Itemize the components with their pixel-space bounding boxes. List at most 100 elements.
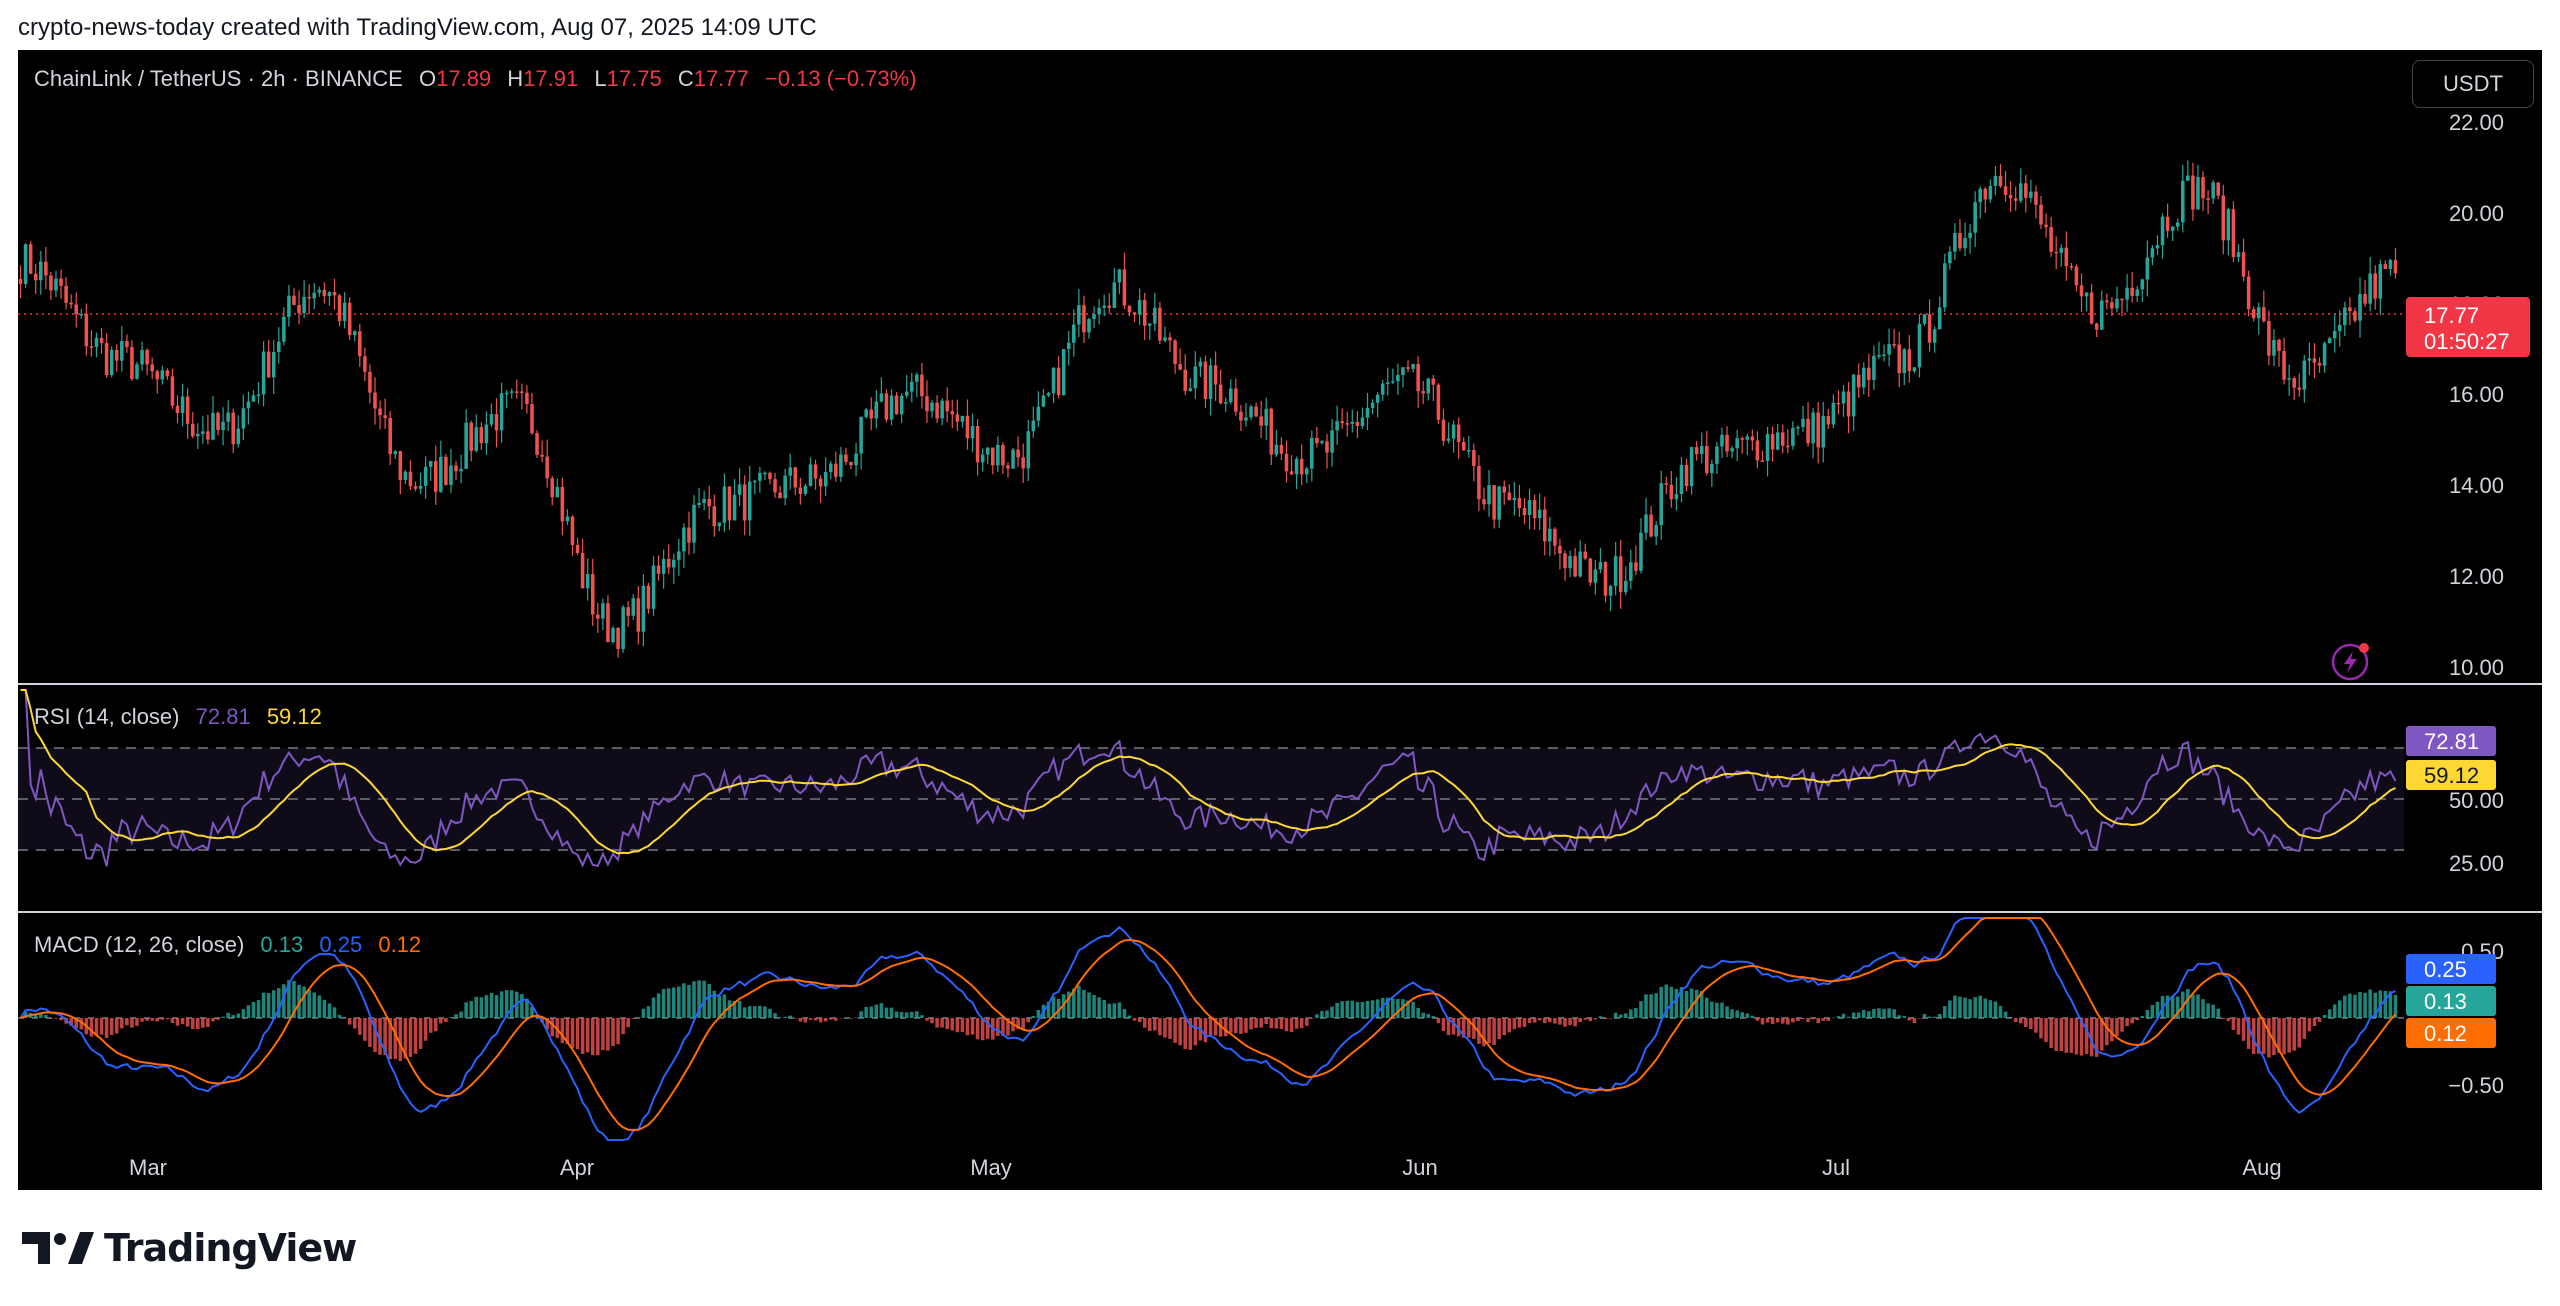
candle-body xyxy=(363,356,367,372)
candle-body xyxy=(1041,395,1046,407)
candle-body xyxy=(1066,342,1071,350)
candle-body xyxy=(398,451,403,480)
macd-histogram-bar xyxy=(1907,1018,1912,1021)
macd-histogram-bar xyxy=(287,980,291,1018)
macd-histogram-bar xyxy=(1978,995,1983,1018)
macd-histogram-bar xyxy=(1563,1018,1567,1027)
candle-body xyxy=(1472,449,1476,466)
candle-body xyxy=(33,273,38,281)
candle-body xyxy=(788,467,793,476)
candle-body xyxy=(1036,406,1041,421)
candle-body xyxy=(1740,438,1745,440)
candle-body xyxy=(428,461,433,467)
price-axis-label: 16.00 xyxy=(2449,382,2504,407)
candle-body xyxy=(201,431,205,434)
candle-body xyxy=(2267,321,2271,356)
candle-body xyxy=(1431,378,1436,385)
macd-histogram-bar xyxy=(1786,1018,1790,1025)
macd-histogram-bar xyxy=(2175,996,2180,1018)
macd-histogram-bar xyxy=(727,1000,732,1018)
macd-histogram-bar xyxy=(1608,1018,1613,1019)
candle-body xyxy=(515,391,519,393)
candle-body xyxy=(1983,188,1988,200)
candle-body xyxy=(1932,329,1937,343)
candle-body xyxy=(393,451,398,455)
candle-body xyxy=(373,392,377,409)
macd-histogram-bar xyxy=(504,990,509,1018)
candle-body xyxy=(2089,292,2094,324)
currency-button[interactable]: USDT xyxy=(2412,60,2534,108)
macd-histogram-bar xyxy=(39,1013,43,1018)
chart-canvas[interactable]: 22.00 20.00 18.00 16.00 14.00 12.00 10.0… xyxy=(18,50,2542,1190)
candle-body xyxy=(1765,434,1770,461)
candle-body xyxy=(692,504,696,543)
macd-histogram-bar xyxy=(1472,1018,1476,1039)
macd-histogram-bar xyxy=(109,1018,114,1035)
candle-body xyxy=(484,424,489,444)
macd-histogram-bar xyxy=(2287,1018,2291,1053)
candle-body xyxy=(823,472,828,487)
candle-body xyxy=(1107,305,1112,308)
tradingview-logo[interactable]: TradingView xyxy=(22,1224,357,1272)
candle-body xyxy=(530,404,534,434)
macd-histogram-bar xyxy=(2211,1004,2215,1018)
candle-body xyxy=(2348,307,2352,312)
candle-body xyxy=(2049,227,2053,252)
candle-body xyxy=(2160,216,2165,246)
lightning-icon[interactable] xyxy=(2330,638,2374,682)
candle-body xyxy=(996,444,1000,466)
macd-histogram-bar xyxy=(1269,1018,1274,1029)
macd-histogram-bar xyxy=(904,1012,909,1018)
macd-histogram-bar xyxy=(1127,1015,1132,1018)
macd-histogram-bar xyxy=(626,1018,630,1028)
candle-body xyxy=(104,343,109,376)
macd-histogram-bar xyxy=(444,1018,448,1022)
candle-body xyxy=(1132,312,1137,315)
macd-histogram-bar xyxy=(49,1018,53,1019)
macd-histogram-bar xyxy=(636,1017,641,1019)
candle-body xyxy=(1644,514,1648,533)
symbol-title[interactable]: ChainLink / TetherUS · 2h · BINANCE xyxy=(34,66,403,91)
macd-histogram-bar xyxy=(2317,1018,2322,1022)
rsi-title[interactable]: RSI (14, close) xyxy=(34,704,180,729)
candle-body xyxy=(1077,305,1081,325)
macd-histogram-bar xyxy=(1765,1018,1770,1023)
macd-histogram-bar xyxy=(1234,1018,1238,1034)
candle-body xyxy=(596,614,600,619)
macd-histogram-bar xyxy=(1953,995,1957,1018)
price-axis-label: 22.00 xyxy=(2449,110,2504,135)
macd-histogram-bar xyxy=(580,1018,585,1054)
candle-body xyxy=(930,402,934,412)
candle-body xyxy=(1244,417,1248,421)
macd-histogram-bar xyxy=(1426,1013,1431,1018)
macd-histogram-bar xyxy=(1446,1018,1451,1036)
candle-body xyxy=(732,494,737,521)
candle-body xyxy=(555,486,560,498)
candle-body xyxy=(535,433,539,455)
candle-body xyxy=(54,278,58,291)
macd-histogram-bar xyxy=(439,1018,443,1024)
rsi-group xyxy=(20,689,2397,868)
candle-body xyxy=(2024,183,2028,198)
candle-body xyxy=(1649,514,1653,537)
candle-body xyxy=(2393,260,2398,274)
macd-histogram-bar xyxy=(1598,1016,1603,1018)
candle-body xyxy=(1173,340,1177,365)
macd-title[interactable]: MACD (12, 26, close) xyxy=(34,932,245,957)
macd-histogram-bar xyxy=(1294,1018,1299,1029)
candle-body xyxy=(2044,224,2048,228)
candle-body xyxy=(1259,416,1263,426)
candle-body xyxy=(2343,307,2347,326)
candle-body xyxy=(1578,551,1582,577)
macd-histogram-bar xyxy=(2099,1018,2104,1051)
macd-histogram-bar xyxy=(388,1018,392,1060)
candle-body xyxy=(1705,446,1709,474)
macd-histogram-bar xyxy=(383,1018,387,1056)
macd-histogram-bar xyxy=(454,1014,458,1018)
macd-histogram-bar xyxy=(2312,1018,2317,1026)
macd-histogram-bar xyxy=(1299,1018,1304,1029)
macd-histogram-bar xyxy=(2267,1018,2271,1058)
candle-body xyxy=(1821,416,1826,448)
macd-histogram-bar xyxy=(33,1014,38,1018)
chart-container[interactable]: 22.00 20.00 18.00 16.00 14.00 12.00 10.0… xyxy=(18,50,2542,1190)
